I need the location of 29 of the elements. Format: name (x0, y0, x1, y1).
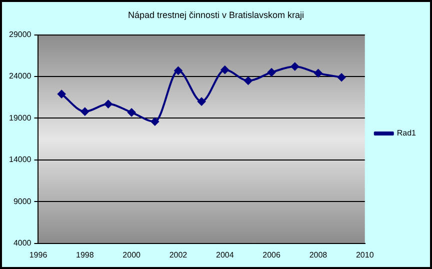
point (80, 108, 89, 116)
x-tick-label: 1996 (29, 250, 48, 260)
x-tick-label: 2006 (262, 250, 281, 260)
point (338, 73, 346, 82)
x-tick-label: 2002 (169, 250, 188, 260)
x-tick-label: 2004 (216, 250, 234, 260)
point (290, 62, 299, 71)
point (150, 118, 159, 126)
y-tick-label: 14000 (8, 155, 32, 164)
x-tick-label: 2010 (356, 250, 374, 260)
point (104, 100, 112, 108)
y-tick-label: 29000 (8, 30, 32, 40)
point (268, 68, 276, 76)
legend-label: Rad1 (396, 128, 417, 138)
y-tick-label: 24000 (8, 72, 32, 81)
point (220, 66, 229, 74)
y-tick-label: 4000 (13, 238, 32, 248)
point (314, 69, 322, 78)
point (174, 66, 182, 75)
x-tick-label: 2008 (309, 250, 328, 260)
chart-title: Nápad trestnej činnosti v Bratislavskom kraji (128, 10, 304, 20)
point (128, 108, 136, 116)
y-tick-label: 9000 (13, 196, 32, 206)
point (198, 98, 206, 106)
x-tick-label: 1998 (76, 250, 94, 260)
point (58, 90, 66, 98)
y-tick-label: 19000 (8, 113, 32, 122)
point (244, 76, 252, 85)
x-tick-label: 2000 (122, 250, 142, 260)
